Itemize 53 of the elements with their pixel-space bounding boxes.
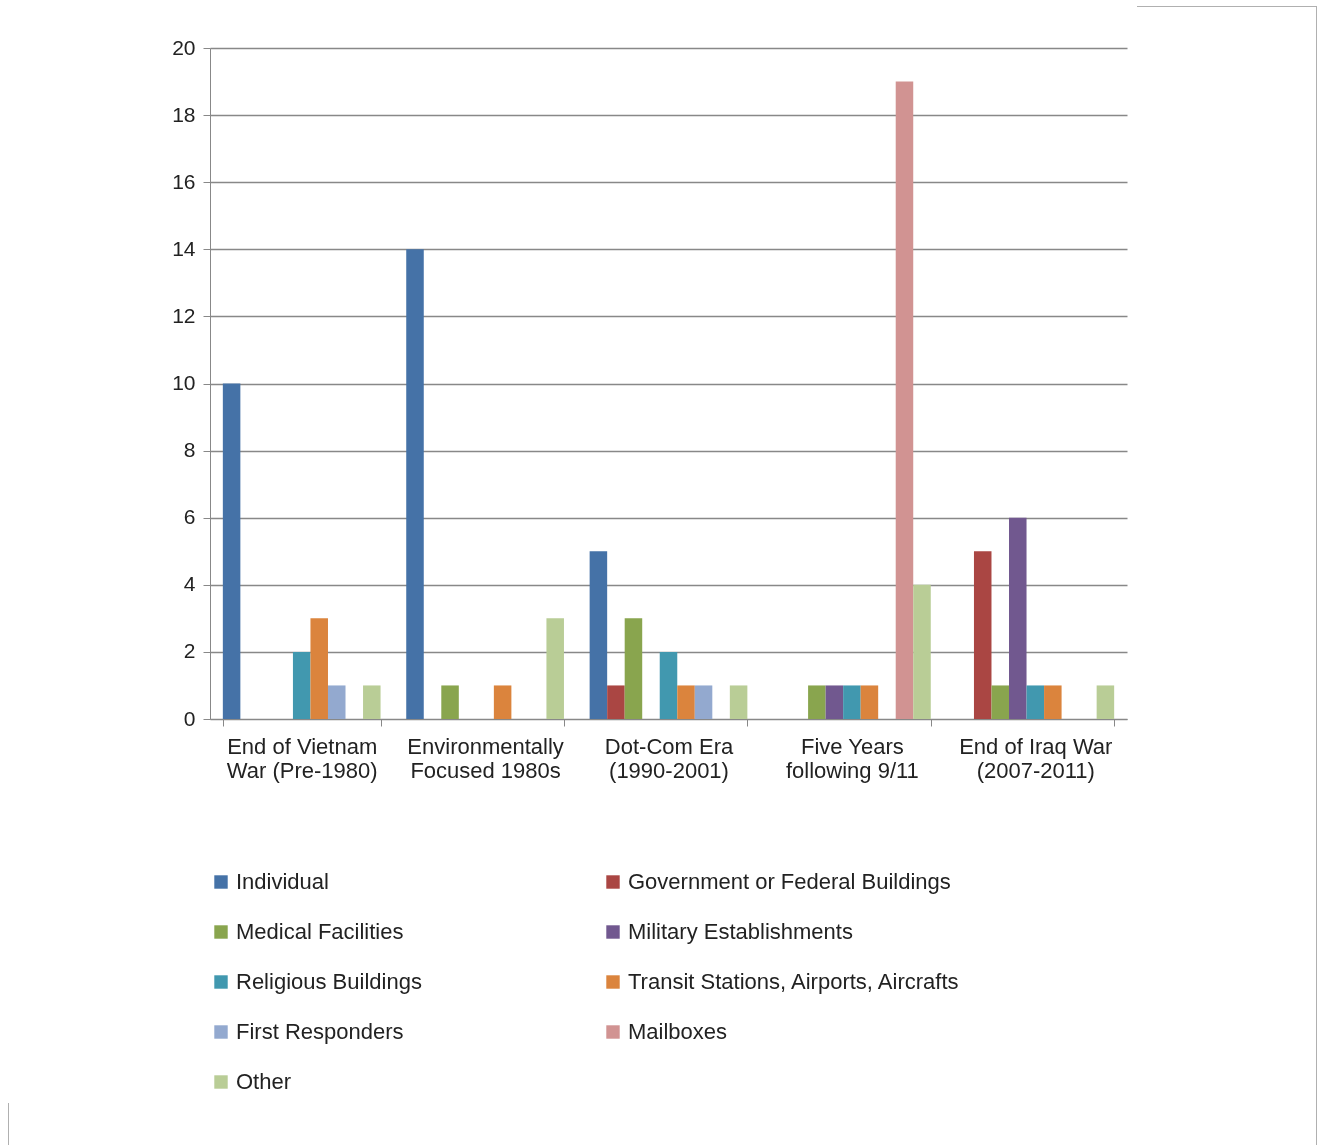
bar	[222, 383, 241, 719]
bar	[808, 685, 826, 719]
bar	[860, 685, 879, 719]
y-tick-label: 4	[183, 572, 196, 596]
legend-label: Military Establishments	[628, 919, 853, 944]
legend-label: First Responders	[236, 1019, 404, 1044]
bar	[607, 685, 625, 719]
bar	[843, 685, 861, 719]
legend-label: Government or Federal Buildings	[628, 869, 951, 894]
y-tick-label: 20	[172, 35, 196, 59]
bar	[441, 685, 459, 719]
bar	[1044, 685, 1062, 719]
bar	[694, 685, 713, 719]
bar	[677, 685, 695, 719]
bar	[327, 685, 346, 719]
bar	[624, 618, 643, 719]
bar	[1009, 517, 1027, 719]
bar	[973, 551, 992, 719]
bar	[991, 685, 1010, 719]
x-tick-label: Five Years following 9/11	[785, 733, 919, 783]
bar	[913, 584, 931, 719]
bar	[659, 651, 678, 719]
bar	[363, 685, 381, 719]
legend-label: Medical Facilities	[236, 919, 404, 944]
y-tick-label: 8	[183, 438, 196, 462]
legend-label: Individual	[236, 869, 329, 894]
x-tick-label: Environmentally Focused 1980s	[407, 733, 564, 783]
y-tick-label: 14	[172, 236, 196, 260]
legend-label: Religious Buildings	[236, 969, 422, 994]
bar	[406, 249, 424, 719]
y-tick-label: 6	[183, 505, 196, 529]
y-tick-label: 0	[183, 706, 196, 730]
bar	[729, 685, 748, 719]
bar	[292, 651, 311, 719]
legend-label: Transit Stations, Airports, Aircrafts	[628, 969, 959, 994]
y-tick-label: 16	[172, 169, 196, 193]
bar	[1026, 685, 1045, 719]
x-tick-label: Dot-Com Era (1990-2001)	[604, 733, 734, 783]
x-tick-label: End of Vietnam War (Pre-1980)	[226, 733, 378, 783]
x-tick-label: End of Iraq War (2007-2011)	[959, 733, 1113, 783]
bar	[589, 551, 608, 719]
bar	[310, 618, 328, 719]
bar	[546, 618, 564, 719]
legend-label: Other	[236, 1069, 292, 1094]
bar	[493, 685, 512, 719]
y-tick-label: 18	[172, 102, 196, 126]
y-tick-label: 12	[172, 303, 196, 327]
legend-label: Mailboxes	[628, 1019, 728, 1044]
bar	[825, 685, 844, 719]
bar	[895, 81, 914, 719]
y-tick-label: 2	[183, 639, 196, 663]
bar	[1096, 685, 1115, 719]
y-tick-label: 10	[172, 371, 196, 394]
